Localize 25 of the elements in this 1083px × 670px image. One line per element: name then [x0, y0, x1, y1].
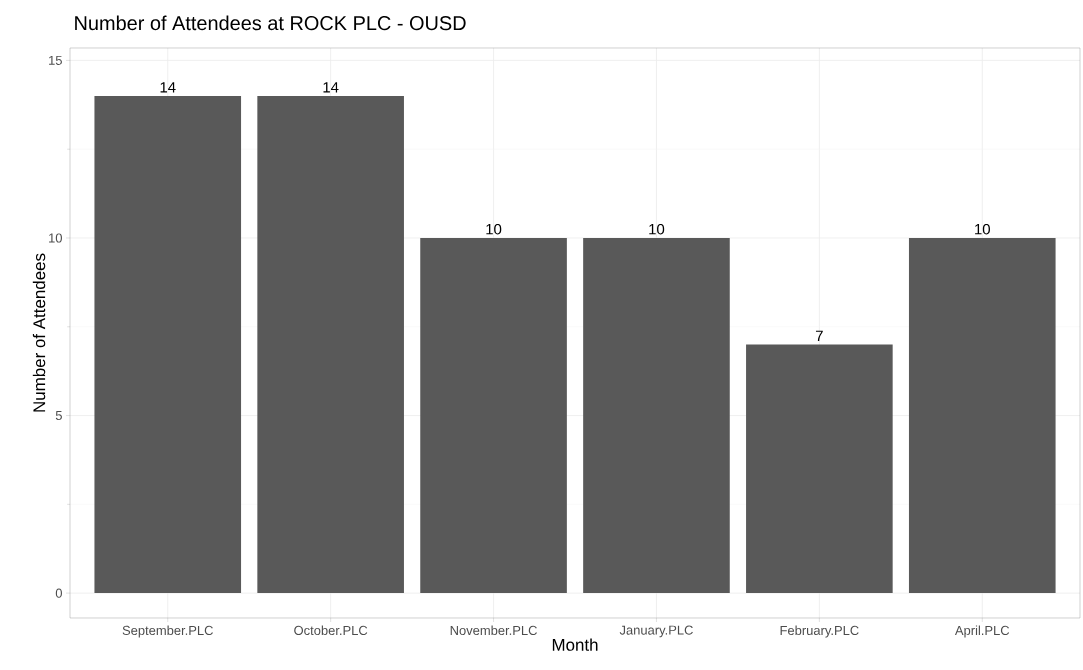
- x-tick-label: January.PLC: [619, 625, 693, 638]
- x-tick-label: November.PLC: [450, 625, 537, 636]
- chart-title: Number of Attendees at ROCK PLC - OUSD: [75, 15, 466, 31]
- bar: [257, 95, 404, 594]
- bar: [94, 95, 242, 594]
- y-tick-label: 5: [55, 411, 62, 421]
- y-tick-label: 10: [49, 233, 62, 243]
- x-tick-label: October.PLC: [294, 625, 368, 636]
- data-label: 14: [160, 82, 176, 93]
- data-label: 10: [975, 223, 990, 235]
- data-label: 10: [486, 223, 502, 235]
- x-axis-title: Month: [552, 638, 598, 651]
- bar: [746, 344, 893, 594]
- x-tick-label: September.PLC: [122, 625, 213, 638]
- bar: [908, 237, 1056, 594]
- data-label: 7: [815, 330, 823, 342]
- x-tick-label: April.PLC: [954, 625, 1010, 638]
- y-axis-title: Number of Attendees: [32, 253, 46, 412]
- bar: [420, 237, 567, 594]
- y-tick-label: 0: [55, 588, 62, 598]
- data-label: 14: [323, 82, 339, 93]
- y-tick-label: 15: [49, 55, 62, 65]
- bar: [583, 237, 730, 594]
- data-label: 10: [649, 223, 665, 235]
- x-tick-label: February.PLC: [780, 625, 859, 638]
